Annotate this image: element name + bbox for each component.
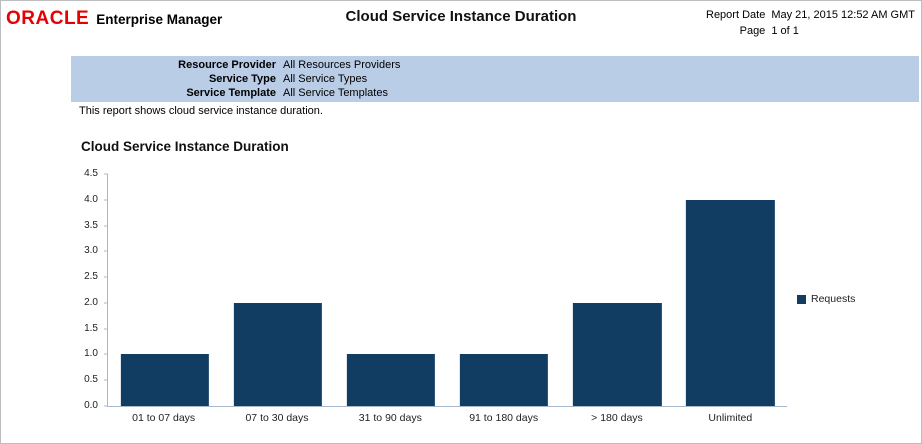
y-tick-label: 3.5 <box>84 219 98 231</box>
x-axis-category-label: > 180 days <box>591 412 643 424</box>
report-meta: Report Date May 21, 2015 12:52 AM GMT Pa… <box>699 9 915 41</box>
param-label: Service Template <box>186 87 276 99</box>
legend-label-requests: Requests <box>811 293 856 305</box>
y-tick-label: 1.0 <box>84 348 98 360</box>
bar-01-to-07-days <box>120 354 209 406</box>
y-tick-label: 2.5 <box>84 271 98 283</box>
report-date-value: May 21, 2015 12:52 AM GMT <box>771 9 915 21</box>
y-axis: 0.0 0.5 1.0 1.5 2.0 2.5 3.0 3.5 4.0 4.5 <box>61 169 107 411</box>
product-name: Enterprise Manager <box>96 12 223 27</box>
x-axis-category-label: 31 to 90 days <box>358 412 422 424</box>
y-tick-label: 0.0 <box>84 400 98 411</box>
report-description: This report shows cloud service instance… <box>79 105 323 117</box>
param-value: All Resources Providers <box>283 59 401 71</box>
report-date-label: Report Date <box>706 9 766 21</box>
bar-31-to-90-days <box>346 354 436 406</box>
parameters-panel: Resource Provider All Resources Provider… <box>71 56 919 102</box>
report-date-row: Report Date May 21, 2015 12:52 AM GMT <box>699 9 915 21</box>
y-tick-mark <box>104 225 108 227</box>
bar--180-days <box>573 302 662 406</box>
bar-07-to-30-days <box>233 302 322 406</box>
report-header: ORACLE Enterprise Manager Cloud Service … <box>1 1 921 51</box>
x-axis-labels: 01 to 07 days 07 to 30 days 31 to 90 days 9… <box>107 412 787 424</box>
x-axis-category-label: 01 to 07 days <box>132 412 196 424</box>
param-row-resource-provider: Resource Provider All Resources Provider… <box>71 58 919 72</box>
y-tick-label: 2.0 <box>84 296 98 308</box>
y-tick-label: 4.5 <box>84 168 98 179</box>
legend-swatch-requests <box>797 294 806 304</box>
plot-column: 01 to 07 days 07 to 30 days 31 to 90 days 9… <box>104 173 787 424</box>
y-tick-mark <box>104 328 108 330</box>
param-row-service-type: Service Type All Service Types <box>71 72 919 86</box>
y-tick-mark <box>104 353 108 355</box>
y-tick-label: 4.0 <box>84 193 98 205</box>
chart-title: Cloud Service Instance Duration <box>81 139 289 154</box>
oracle-logo: ORACLE <box>6 8 90 29</box>
y-tick-mark <box>104 173 108 175</box>
plot-area <box>104 173 787 407</box>
param-row-service-template: Service Template All Service Templates <box>71 86 919 100</box>
x-axis-category-label: Unlimited <box>708 412 753 424</box>
y-tick-mark <box>104 199 108 201</box>
y-tick-label: 0.5 <box>84 374 98 386</box>
legend: Requests <box>797 293 855 305</box>
page-value: 1 of 1 <box>771 25 799 37</box>
y-tick-mark <box>104 302 108 304</box>
bar-unlimited <box>686 199 775 406</box>
y-tick-label: 3.0 <box>84 245 98 257</box>
page-label: Page <box>739 25 766 37</box>
page-number-row: Page 1 of 1 <box>699 25 915 37</box>
param-label: Service Type <box>208 73 276 85</box>
param-value: All Service Templates <box>283 87 388 99</box>
y-tick-mark <box>104 276 108 278</box>
y-tick-mark <box>104 250 108 252</box>
bar-chart: 0.0 0.5 1.0 1.5 2.0 2.5 3.0 3.5 4.0 4.5 01 to 07 … <box>61 169 921 425</box>
x-axis-category-label: 91 to 180 days <box>469 412 539 424</box>
brand: ORACLE Enterprise Manager <box>6 8 222 30</box>
x-axis-category-label: 07 to 30 days <box>245 412 309 424</box>
y-tick-label: 1.5 <box>84 322 98 334</box>
y-tick-mark <box>104 405 108 407</box>
param-value: All Service Types <box>283 73 368 85</box>
bar-91-to-180-days <box>459 354 549 406</box>
report-title: Cloud Service Instance Duration <box>345 8 577 25</box>
param-label: Resource Provider <box>178 59 276 71</box>
y-tick-mark <box>104 379 108 381</box>
